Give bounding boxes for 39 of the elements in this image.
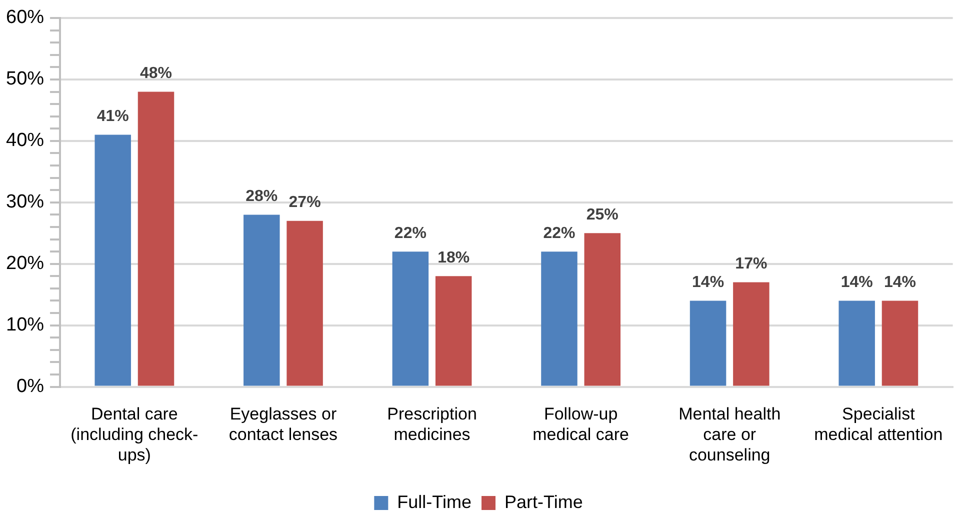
data-label: 28% bbox=[246, 188, 278, 206]
x-tick-label: Mental health care or counseling bbox=[678, 404, 781, 464]
bar bbox=[733, 282, 770, 386]
bar bbox=[838, 300, 875, 386]
data-label: 27% bbox=[288, 194, 321, 212]
y-tick-label: 20% bbox=[6, 253, 44, 274]
data-label: 18% bbox=[438, 250, 470, 267]
bar bbox=[286, 220, 323, 386]
bar bbox=[94, 134, 131, 386]
data-label: 48% bbox=[140, 65, 172, 82]
y-tick-label: 40% bbox=[6, 130, 44, 152]
bar bbox=[244, 214, 280, 386]
x-tick-label: Prescription medicines bbox=[387, 404, 477, 444]
data-label: 41% bbox=[96, 108, 129, 126]
data-label: 22% bbox=[394, 224, 426, 242]
data-label: 14% bbox=[884, 274, 916, 292]
data-label: 22% bbox=[543, 224, 576, 242]
bar bbox=[541, 252, 578, 386]
data-label: 25% bbox=[586, 206, 618, 224]
legend-label: Full-Time bbox=[397, 492, 472, 512]
data-label: 14% bbox=[692, 274, 724, 292]
bar bbox=[584, 233, 621, 386]
x-tick-label: Specialist medical attention bbox=[814, 404, 943, 444]
x-tick-label: Eyeglasses or contact lenses bbox=[228, 404, 338, 444]
data-label: 14% bbox=[840, 274, 873, 292]
bar bbox=[435, 276, 472, 386]
y-tick-label: 10% bbox=[6, 314, 44, 336]
y-tick-label: 50% bbox=[6, 68, 44, 90]
legend-label: Part-Time bbox=[504, 492, 583, 512]
y-tick-label: 60% bbox=[6, 7, 44, 28]
bar bbox=[138, 92, 174, 386]
bar bbox=[690, 300, 726, 386]
y-tick-label: 30% bbox=[6, 192, 44, 213]
y-tick-label: 0% bbox=[16, 376, 44, 398]
data-label: 17% bbox=[735, 256, 768, 273]
bar bbox=[392, 252, 429, 386]
x-tick-label: Follow-up medical care bbox=[532, 404, 629, 444]
bar bbox=[882, 300, 918, 386]
x-tick-label: Dental care (including check-ups) bbox=[70, 404, 198, 464]
